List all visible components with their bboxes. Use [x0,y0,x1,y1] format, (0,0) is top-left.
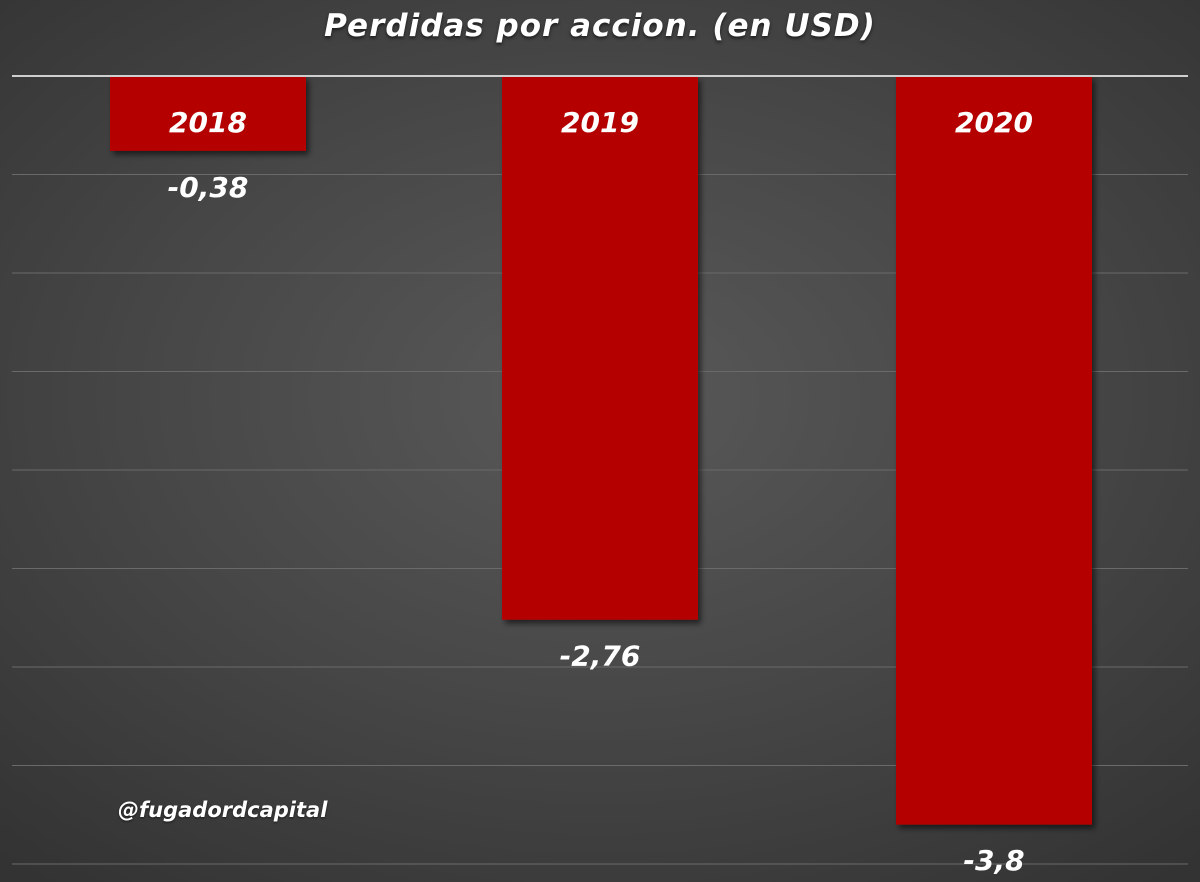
bar-2020 [896,76,1092,825]
labels: 2018 -0,38 2019 -2,76 2020 -3,8 [168,106,1033,877]
category-label-2019: 2019 [561,106,639,139]
watermark-handle: @fugadordcapital [118,798,328,822]
category-label-2018: 2018 [169,106,247,139]
value-label-2018: -0,38 [168,171,249,204]
chart-title: Perdidas por accion. (en USD) [324,8,876,44]
bars [110,76,1092,825]
value-label-2020: -3,8 [963,844,1024,877]
category-label-2020: 2020 [955,106,1033,139]
bar-2019 [502,76,698,620]
bar-2018 [110,76,306,151]
value-label-2019: -2,76 [560,640,641,673]
